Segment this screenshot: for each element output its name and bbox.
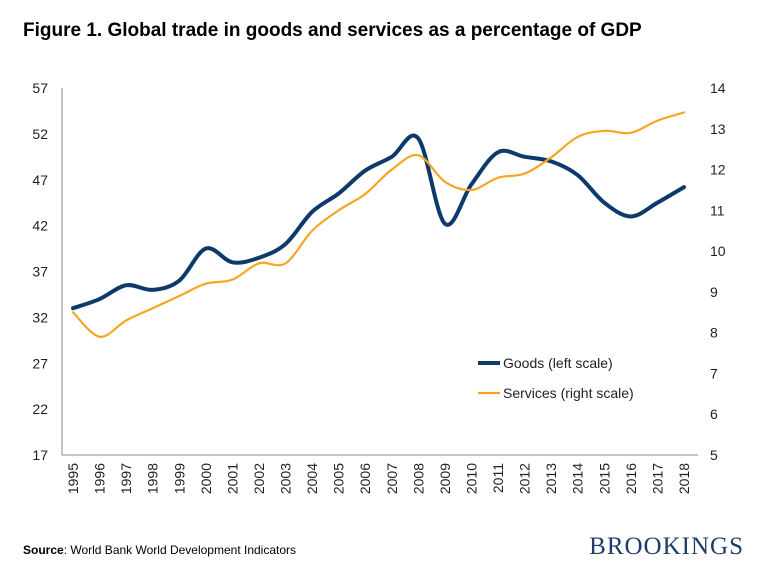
left-tick-label: 47 [32,172,48,188]
x-tick-label: 2002 [251,463,267,494]
left-tick-label: 32 [32,309,48,325]
right-tick-label: 8 [710,325,718,341]
x-tick-label: 2013 [543,463,559,494]
right-tick-label: 11 [710,202,725,218]
x-tick-label: 2014 [570,463,586,494]
left-tick-label: 17 [32,447,48,463]
series-line-goods [71,133,686,311]
right-tick-label: 12 [710,162,726,178]
x-tick-label: 2010 [463,463,479,494]
x-tick-label: 2017 [649,463,665,494]
left-tick-label: 42 [32,218,48,234]
x-tick-label: 2011 [490,463,506,493]
left-tick-label: 37 [32,264,48,280]
right-tick-label: 9 [710,284,718,300]
x-tick-label: 2004 [304,463,320,494]
left-tick-label: 57 [32,80,48,96]
x-tick-label: 2001 [224,463,240,494]
x-tick-label: 2009 [437,463,453,494]
right-tick-label: 14 [710,80,726,96]
left-tick-label: 22 [32,401,48,417]
x-tick-label: 2012 [517,463,533,494]
chart-title: Figure 1. Global trade in goods and serv… [23,20,642,41]
x-tick-label: 1999 [171,463,187,494]
left-tick-label: 27 [32,355,48,371]
right-tick-label: 7 [710,365,718,381]
right-tick-label: 10 [710,243,726,259]
x-tick-label: 2016 [623,463,639,494]
x-tick-label: 2005 [331,463,347,494]
right-tick-label: 13 [710,121,726,137]
series-line-services [71,111,686,338]
x-tick-label: 1997 [118,463,134,494]
right-tick-label: 6 [710,406,718,422]
x-tick-label: 1995 [65,463,81,494]
x-tick-label: 2007 [384,463,400,494]
legend-label: Goods (left scale) [503,355,613,371]
brookings-logo: BROOKINGS [589,533,744,560]
source-note: Source: World Bank World Development Ind… [23,543,296,557]
x-tick-label: 2015 [596,463,612,494]
x-tick-label: 2006 [357,463,373,494]
legend-label: Services (right scale) [503,385,634,401]
x-tick-label: 1996 [92,463,108,494]
x-tick-label: 2018 [676,463,692,494]
source-text: : World Bank World Development Indicator… [63,543,297,557]
x-tick-label: 2000 [198,463,214,494]
source-label: Source [23,543,64,557]
x-tick-label: 2008 [410,463,426,494]
left-tick-label: 52 [32,126,48,142]
x-tick-label: 1998 [145,463,161,494]
x-tick-label: 2003 [278,463,294,494]
right-tick-label: 5 [710,447,718,463]
